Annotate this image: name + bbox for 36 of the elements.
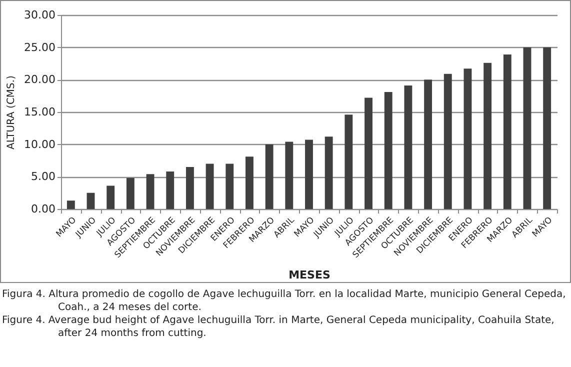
bar	[324, 136, 333, 209]
y-tick-label: 5.00	[31, 170, 56, 184]
bar	[384, 92, 392, 209]
bar	[305, 140, 313, 209]
bar	[226, 164, 234, 209]
bar	[86, 192, 95, 209]
bar	[285, 142, 294, 209]
bar	[543, 47, 552, 209]
bar	[364, 98, 372, 209]
y-tick-label: 30.00	[24, 8, 56, 22]
y-tick-label: 15.00	[24, 106, 56, 118]
bar	[106, 186, 115, 209]
bar	[206, 164, 214, 209]
caption: Figure 4. Average bud height of Agave lechuguilla Torr. in Marte, General Cepeda municipality, Coahuila State, after 24 months from cutting.	[2, 315, 556, 340]
bar	[464, 68, 472, 209]
bar	[503, 54, 512, 209]
bar	[246, 156, 254, 209]
bar	[523, 47, 532, 209]
bar	[66, 200, 75, 209]
bar	[424, 80, 432, 209]
y-tick-label: 25.00	[24, 40, 56, 54]
bar	[344, 114, 353, 209]
bar	[404, 85, 412, 209]
bar	[484, 62, 492, 209]
y-tick-label: 20.00	[24, 73, 56, 86]
y-tick-label: 0.00	[31, 202, 56, 216]
x-axis-title: MESES	[288, 268, 330, 282]
bar	[265, 144, 274, 209]
bar	[166, 171, 174, 209]
bar	[126, 178, 134, 209]
bar	[444, 74, 452, 209]
bar	[186, 166, 194, 209]
y-tick-label: 10.00	[24, 138, 56, 151]
bar	[146, 174, 154, 209]
y-axis-title: ALTURA (CMS.)	[6, 75, 18, 150]
text: Figura 4. Altura promedio de cogollo de Agave lechuguilla Torr. en la localidad Marte, municipio General Cepeda, Coah., a 24 meses del corte.	[2, 289, 567, 314]
